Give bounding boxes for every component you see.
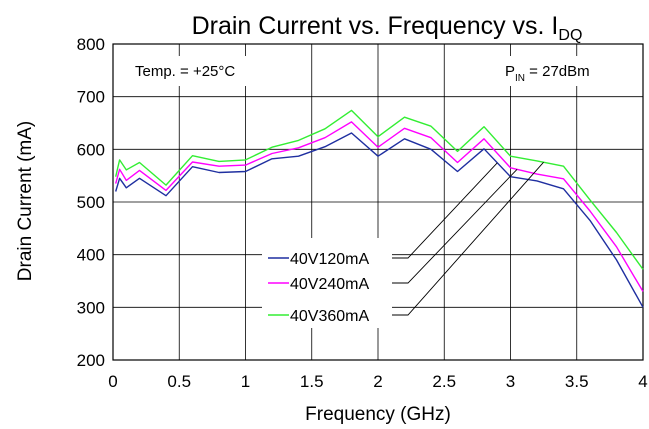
pin-annotation-subscript: IN (515, 73, 525, 84)
pin-annotation-main: P (505, 63, 515, 80)
chart-title-main: Drain Current vs. Frequency vs. I (192, 12, 559, 40)
x-tick-label: 3 (506, 372, 515, 391)
plot-area (112, 43, 644, 361)
y-tick-label: 500 (77, 193, 105, 212)
x-tick-label: 0.5 (167, 372, 191, 391)
y-tick-label: 300 (77, 298, 105, 317)
series-line-40V360mA (115, 109, 644, 270)
legend-label: 40V360mA (290, 308, 369, 325)
legend-label: 40V120mA (290, 251, 369, 268)
pin-annotation-box (500, 56, 632, 86)
y-axis-ticks: 200 300 400 500 600 700 800 (77, 35, 105, 370)
x-tick-label: 3.5 (565, 372, 589, 391)
y-tick-label: 400 (77, 246, 105, 265)
series-line-40V240mA (115, 121, 644, 292)
legend-label: 40V240mA (290, 276, 369, 293)
y-tick-label: 600 (77, 140, 105, 159)
legend-leader-line (392, 168, 518, 284)
pin-annotation-suffix: = 27dBm (525, 63, 590, 80)
pin-annotation: PIN = 27dBm (505, 63, 590, 84)
chart-title: Drain Current vs. Frequency vs. IDQ (192, 12, 583, 44)
x-tick-label: 1.5 (300, 372, 324, 391)
x-tick-label: 1 (241, 372, 250, 391)
y-tick-label: 700 (77, 88, 105, 107)
series-line-40V120mA (115, 132, 644, 308)
temp-annotation-box (125, 56, 286, 86)
x-axis-label: Frequency (GHz) (305, 404, 451, 425)
x-axis-ticks: 0 0.5 1 1.5 2 2.5 3 3.5 4 (108, 372, 647, 391)
legend-leader-line (392, 161, 544, 316)
temp-annotation: Temp. = +25°C (135, 63, 235, 80)
y-tick-label: 800 (77, 35, 105, 54)
legend: 40V120mA 40V240mA 40V360mA (268, 161, 544, 325)
x-tick-label: 2 (373, 372, 382, 391)
series-lines (115, 109, 644, 308)
x-tick-label: 4 (638, 372, 647, 391)
x-tick-label: 0 (108, 372, 117, 391)
chart-title-subscript: DQ (558, 27, 582, 44)
legend-leader-line (392, 162, 498, 259)
y-tick-label: 200 (77, 351, 105, 370)
x-tick-label: 2.5 (432, 372, 456, 391)
y-axis-label: Drain Current (mA) (15, 121, 36, 281)
